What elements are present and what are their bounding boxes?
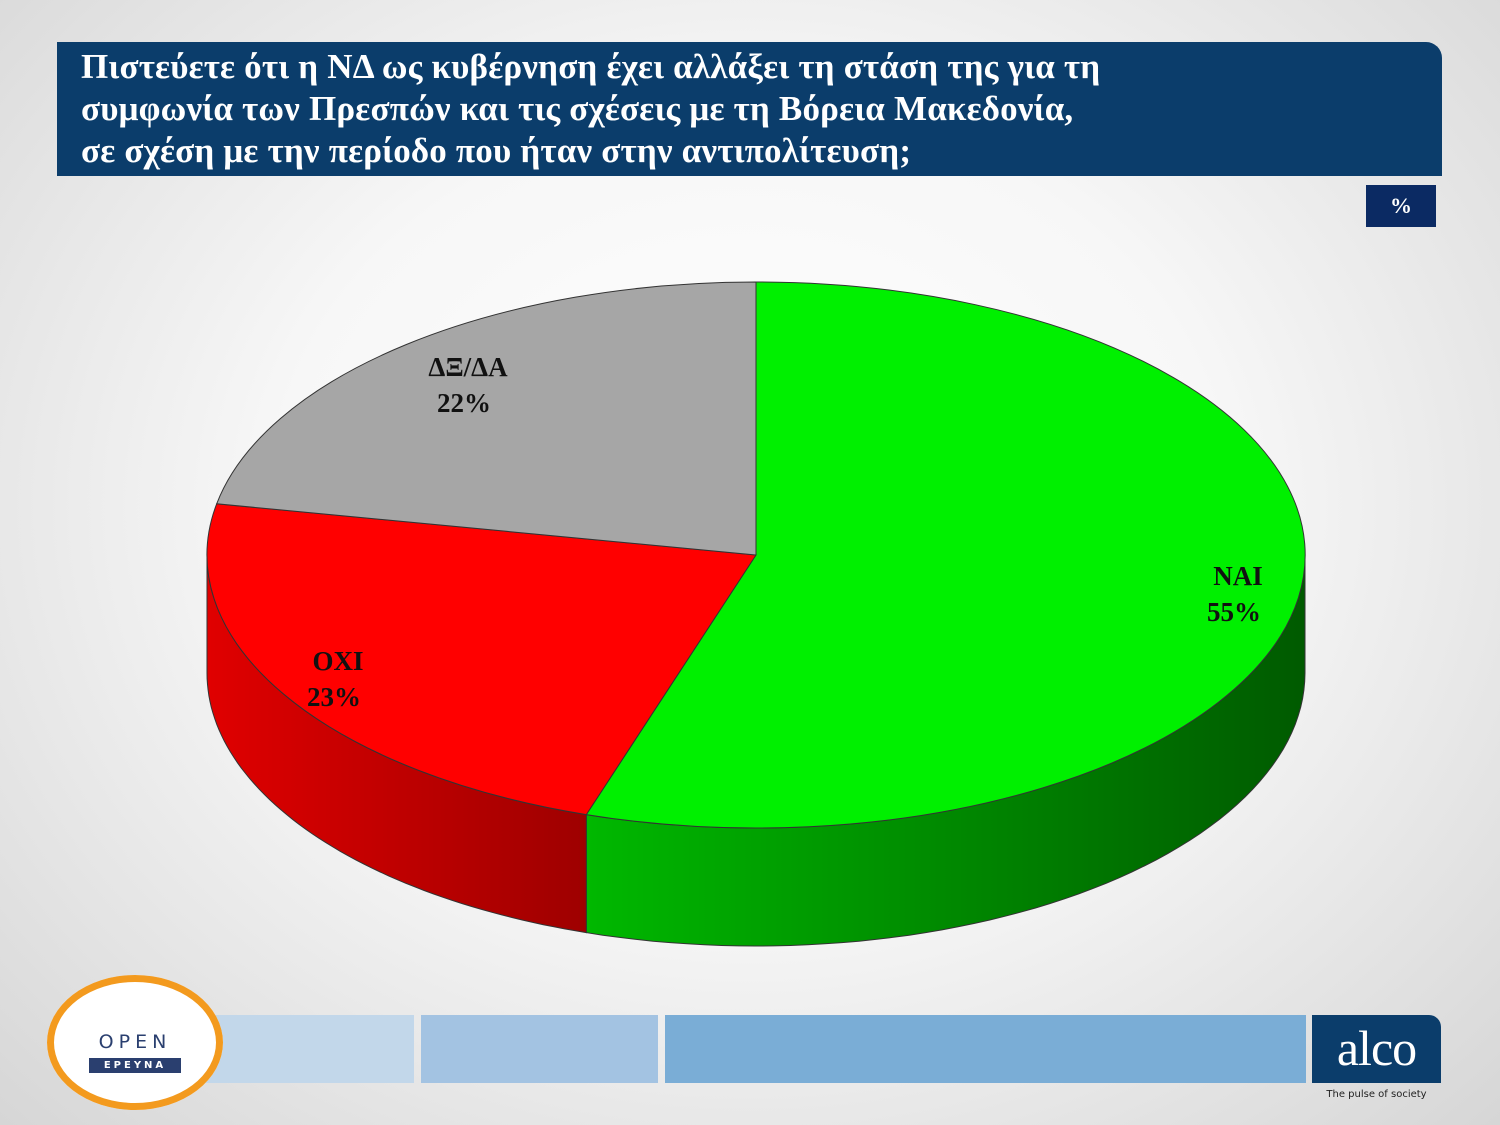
- open-logo-word: OPEN: [98, 1031, 172, 1053]
- open-logo: OPEN ΕΡΕΥΝΑ: [47, 975, 223, 1110]
- slice-label-nai: ΝΑΙ: [1213, 561, 1263, 591]
- pie-slice-ochi: [206, 503, 757, 816]
- footer-bar-3: [665, 1015, 1306, 1083]
- open-logo-sub: ΕΡΕΥΝΑ: [89, 1058, 181, 1073]
- slice-label-dxda: ΔΞ/ΔΑ: [428, 352, 508, 382]
- title-line-1: Πιστεύετε ότι η ΝΔ ως κυβέρνηση έχει αλλ…: [81, 47, 1101, 86]
- title-line-2: συμφωνία των Πρεσπών και τις σχέσεις με …: [81, 89, 1074, 128]
- pie-slice-nai: [585, 281, 1306, 829]
- slice-value-ochi: 23%: [307, 682, 361, 712]
- slice-value-nai: 55%: [1207, 597, 1261, 627]
- open-logo-inner: [59, 985, 211, 1100]
- title-line-3: σε σχέση με την περίοδο που ήταν στην αν…: [81, 131, 912, 170]
- footer-bar-2: [421, 1015, 658, 1083]
- title-banner: Πιστεύετε ότι η ΝΔ ως κυβέρνηση έχει αλλ…: [57, 42, 1442, 176]
- unit-badge: %: [1366, 185, 1436, 227]
- footer-bar-1: [200, 1015, 414, 1083]
- alco-tagline: The pulse of society: [1326, 1089, 1427, 1100]
- alco-logo: alco: [1312, 1015, 1441, 1083]
- slice-label-ochi: ΟΧΙ: [312, 646, 363, 676]
- slice-value-dxda: 22%: [437, 388, 491, 418]
- pie-slice-dxda: [215, 281, 757, 556]
